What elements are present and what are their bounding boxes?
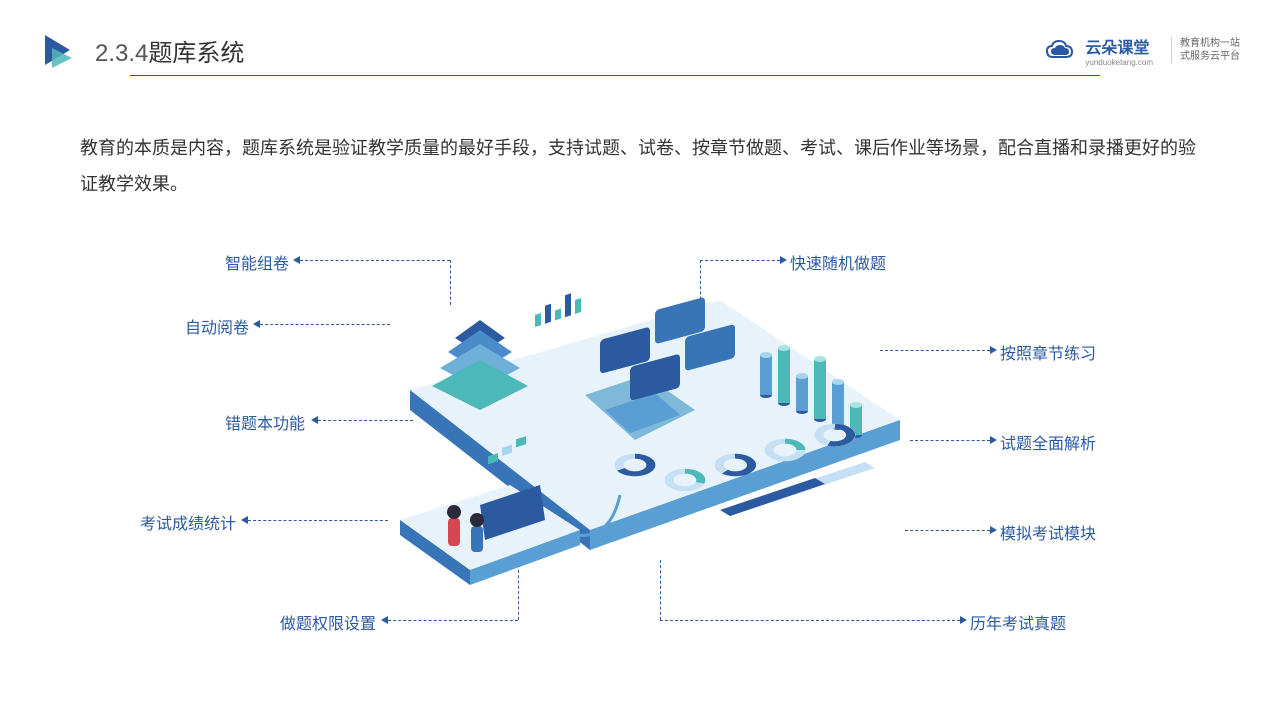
feature-score-stats: 考试成绩统计 bbox=[140, 510, 236, 534]
cloud-icon bbox=[1045, 39, 1075, 61]
title-text: 题库系统 bbox=[148, 40, 244, 67]
play-triangle-icon bbox=[40, 30, 80, 70]
arrow-icon bbox=[293, 256, 300, 264]
feature-mock-exam: 模拟考试模块 bbox=[1000, 520, 1096, 544]
title-underline bbox=[130, 75, 1100, 76]
logo-text: 云朵课堂 yunduoketang.com bbox=[1085, 34, 1153, 67]
isometric-illustration bbox=[340, 270, 940, 630]
section-number: 2.3.4 bbox=[95, 40, 148, 67]
person-icon bbox=[447, 505, 461, 546]
bar-chart-icon bbox=[535, 293, 581, 327]
feature-past-exams: 历年考试真题 bbox=[970, 610, 1066, 634]
feature-smart-compose: 智能组卷 bbox=[225, 250, 289, 274]
logo-url: yunduoketang.com bbox=[1085, 58, 1153, 67]
feature-chapter: 按照章节练习 bbox=[1000, 340, 1096, 364]
person-icon bbox=[470, 513, 484, 552]
logo-tagline: 教育机构一站 式服务云平台 bbox=[1171, 37, 1240, 63]
arrow-icon bbox=[241, 516, 248, 524]
arrow-icon bbox=[780, 256, 787, 264]
section-title: 2.3.4题库系统 bbox=[95, 33, 244, 68]
connector bbox=[700, 260, 780, 261]
feature-error-book: 错题本功能 bbox=[225, 410, 305, 434]
logo-name: 云朵课堂 bbox=[1085, 34, 1153, 58]
arrow-icon bbox=[990, 436, 997, 444]
header: 2.3.4题库系统 云朵课堂 yunduoketang.com 教育机构一站 式… bbox=[40, 30, 1240, 70]
connector bbox=[300, 260, 450, 261]
title-group: 2.3.4题库系统 bbox=[40, 30, 244, 70]
description: 教育的本质是内容，题库系统是验证教学质量的最好手段，支持试题、试卷、按章节做题、… bbox=[80, 130, 1200, 202]
arrow-icon bbox=[253, 320, 260, 328]
arrow-icon bbox=[311, 416, 318, 424]
feature-auto-grade: 自动阅卷 bbox=[185, 314, 249, 338]
diagram-area: 智能组卷 自动阅卷 错题本功能 考试成绩统计 做题权限设置 快速随机做题 按照章… bbox=[0, 230, 1280, 670]
arrow-icon bbox=[960, 616, 967, 624]
feature-analysis: 试题全面解析 bbox=[1000, 430, 1096, 454]
arrow-icon bbox=[990, 526, 997, 534]
logo-area: 云朵课堂 yunduoketang.com 教育机构一站 式服务云平台 bbox=[1045, 34, 1240, 67]
arrow-icon bbox=[990, 346, 997, 354]
